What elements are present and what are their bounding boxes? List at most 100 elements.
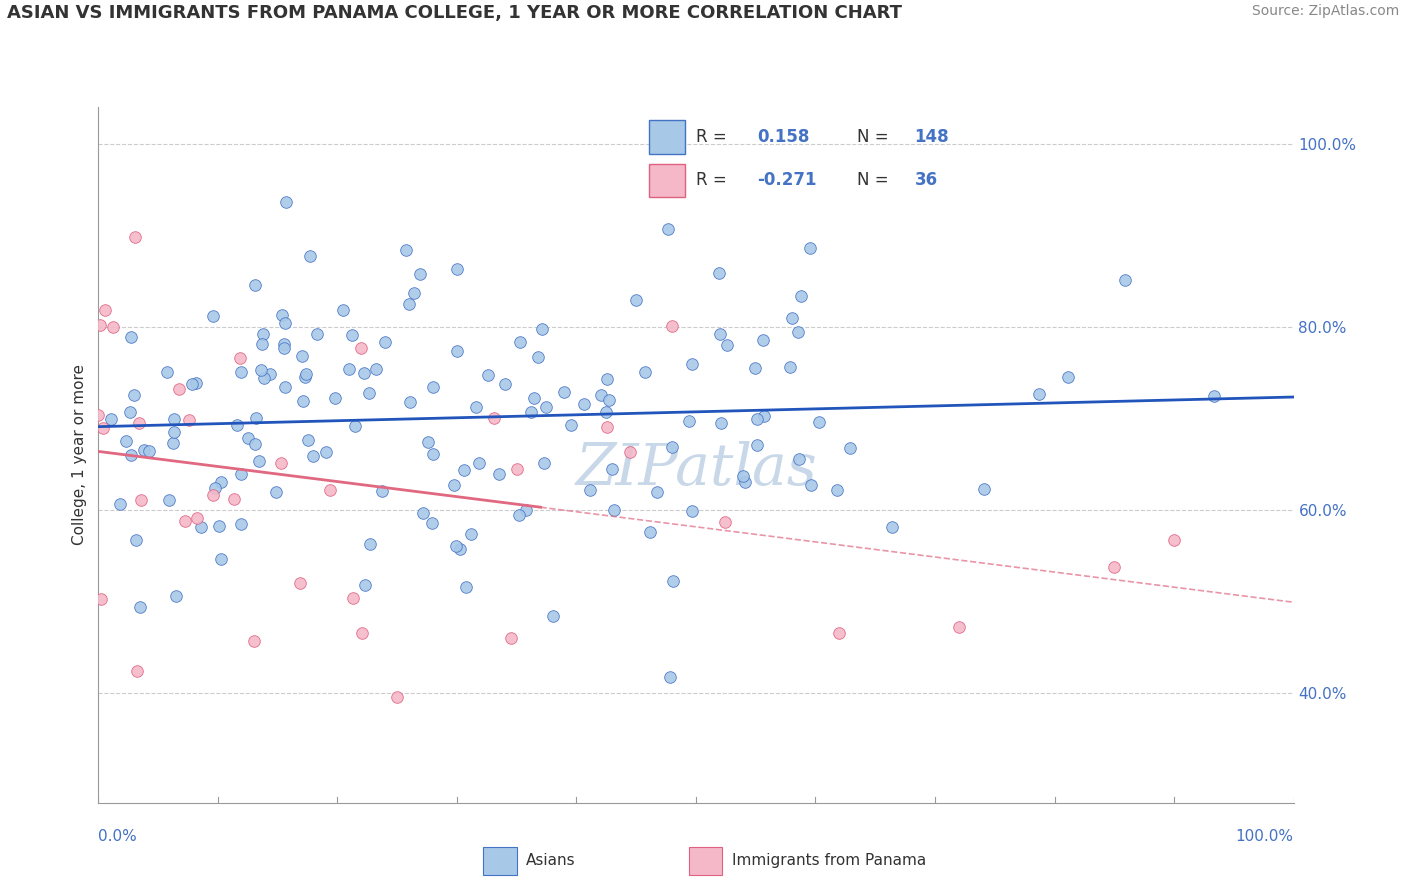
Point — [209, 475, 232, 489]
Point — [446, 344, 468, 359]
Point — [790, 289, 813, 303]
Point — [332, 302, 354, 317]
Point — [127, 664, 149, 678]
Point — [167, 383, 190, 397]
Point — [477, 368, 499, 382]
Point — [163, 425, 186, 439]
Point — [707, 266, 730, 280]
Point — [533, 457, 555, 471]
Point — [243, 634, 266, 648]
Point — [681, 504, 703, 518]
Point — [751, 333, 773, 347]
Point — [354, 578, 377, 592]
Point — [638, 525, 661, 540]
Point — [274, 380, 297, 394]
Point — [541, 609, 564, 624]
Point — [319, 483, 342, 498]
Point — [716, 338, 738, 352]
Point — [156, 366, 179, 380]
Point — [752, 409, 775, 423]
Point — [948, 620, 970, 634]
Point — [245, 410, 267, 425]
Point — [560, 418, 582, 433]
Point — [298, 249, 321, 263]
Point — [91, 421, 114, 435]
Point — [124, 533, 146, 548]
Point — [678, 414, 700, 428]
Point — [186, 511, 208, 525]
Point — [253, 371, 276, 385]
Point — [165, 589, 187, 603]
Point — [422, 380, 444, 394]
Point — [1204, 389, 1226, 403]
Point — [250, 336, 273, 351]
Point — [598, 393, 620, 408]
Point — [101, 319, 124, 334]
Point — [1163, 533, 1185, 547]
Text: ASIAN VS IMMIGRANTS FROM PANAMA COLLEGE, 1 YEAR OR MORE CORRELATION CHART: ASIAN VS IMMIGRANTS FROM PANAMA COLLEGE,… — [7, 4, 903, 22]
Point — [229, 517, 252, 532]
Point — [709, 326, 731, 341]
Point — [204, 481, 226, 495]
Point — [839, 441, 862, 455]
Point — [661, 440, 683, 454]
Point — [825, 483, 848, 498]
Point — [786, 325, 808, 339]
Point — [828, 625, 851, 640]
Point — [297, 433, 319, 447]
Point — [238, 431, 260, 445]
Point — [315, 445, 337, 459]
Point — [292, 393, 315, 408]
Point — [350, 341, 373, 355]
Point — [259, 368, 281, 382]
Point — [294, 367, 316, 381]
Point — [515, 502, 537, 516]
Text: Asians: Asians — [526, 854, 575, 868]
Point — [1114, 273, 1136, 287]
Point — [779, 359, 801, 374]
Point — [619, 445, 641, 459]
Point — [409, 268, 432, 282]
Point — [1102, 560, 1125, 574]
Point — [294, 369, 316, 384]
Point — [800, 477, 823, 491]
Point — [468, 456, 491, 470]
Text: ZIPatlas: ZIPatlas — [575, 441, 817, 497]
Point — [799, 241, 821, 255]
Point — [412, 507, 434, 521]
Point — [132, 442, 155, 457]
Point — [208, 519, 231, 533]
Point — [115, 434, 138, 448]
Point — [87, 408, 110, 422]
Point — [385, 690, 409, 705]
Point — [229, 351, 252, 366]
Point — [731, 469, 754, 483]
Point — [180, 377, 202, 392]
Point — [523, 392, 546, 406]
Point — [1056, 370, 1078, 384]
Point — [744, 361, 766, 376]
Point — [122, 388, 145, 402]
Point — [359, 536, 381, 550]
Point — [574, 397, 596, 411]
Point — [710, 416, 733, 430]
Point — [499, 631, 522, 645]
Point — [179, 413, 201, 427]
Point — [662, 574, 685, 588]
Point — [118, 405, 141, 419]
Point — [342, 328, 364, 343]
Point — [364, 361, 387, 376]
Point — [124, 230, 146, 244]
Point — [444, 540, 467, 554]
Point — [443, 478, 465, 492]
Point — [89, 318, 111, 332]
Point — [224, 492, 246, 507]
Point — [395, 243, 418, 257]
FancyBboxPatch shape — [484, 847, 516, 875]
Point — [129, 493, 152, 508]
Point — [273, 341, 295, 355]
Point — [624, 293, 647, 307]
Point — [527, 351, 550, 365]
Point — [681, 357, 703, 371]
Point — [416, 434, 439, 449]
